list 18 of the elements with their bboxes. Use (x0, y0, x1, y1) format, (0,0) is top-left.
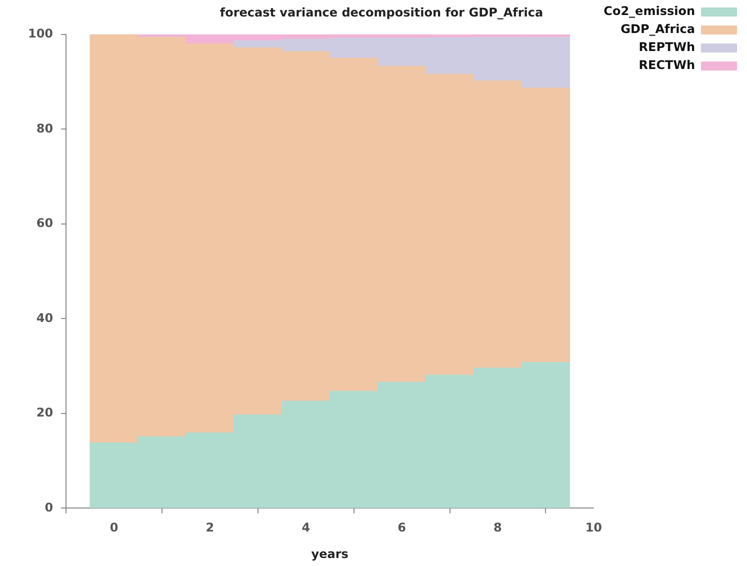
legend-label: Co2_emission (604, 4, 695, 18)
x-tick-label: 0 (110, 520, 118, 535)
y-tick-label: 60 (36, 216, 54, 230)
x-tick-label: 2 (206, 520, 214, 535)
chart-title: forecast variance decomposition for GDP_Africa (220, 5, 544, 20)
y-tick-label: 20 (36, 406, 54, 420)
x-tick-label: 10 (585, 520, 602, 535)
x-tick-label: 8 (494, 520, 502, 535)
x-tick-label: 4 (302, 520, 310, 535)
legend-label: REPTWh (638, 40, 695, 54)
x-tick-label: 6 (398, 520, 406, 535)
y-tick-label: 0 (44, 500, 54, 514)
x-axis-title: years (311, 546, 348, 561)
legend-label: GDP_Africa (620, 22, 695, 36)
y-tick-label: 40 (36, 310, 54, 325)
legend-label: RECTWh (638, 58, 695, 72)
y-tick-label: 80 (36, 121, 54, 136)
y-tick-label: 100 (28, 26, 54, 41)
